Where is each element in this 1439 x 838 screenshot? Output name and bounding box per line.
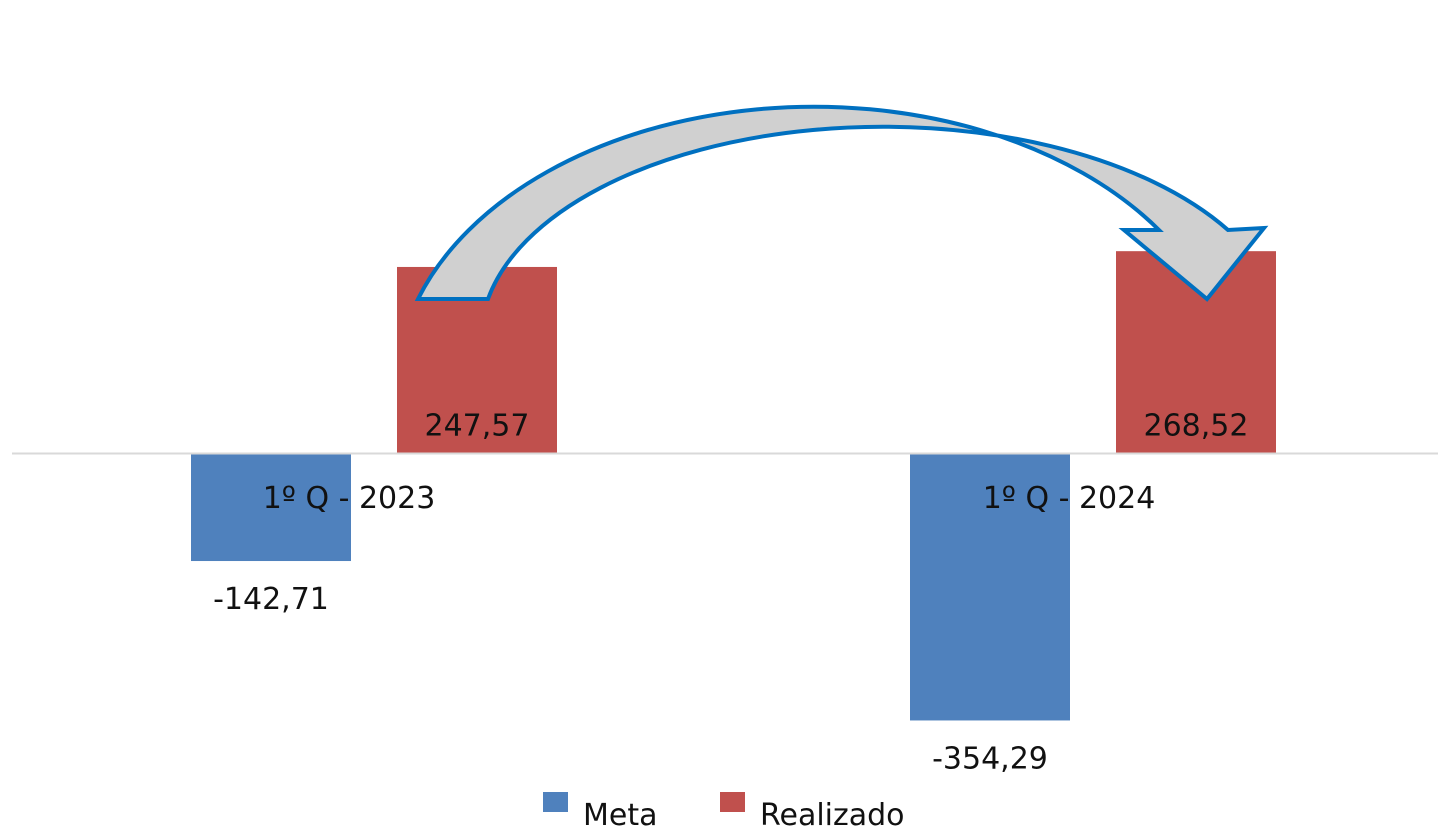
data-label-meta-1: -142,71 bbox=[213, 582, 329, 617]
labels-layer: -142,71 -354,29 247,57 268,52 1º Q - 2023 1º … bbox=[213, 409, 1248, 777]
data-label-realizado-1: 247,57 bbox=[425, 409, 530, 444]
legend-swatch-realizado bbox=[720, 792, 745, 812]
category-label-1: 1º Q - 2023 bbox=[263, 481, 436, 516]
bar-meta-2 bbox=[910, 453, 1070, 721]
legend-label-meta: Meta bbox=[583, 798, 658, 833]
legend-label-realizado: Realizado bbox=[760, 798, 905, 833]
legend-swatch-meta bbox=[543, 792, 568, 812]
bar-meta-1 bbox=[191, 453, 351, 562]
curved-arrow-annotation bbox=[414, 104, 1269, 302]
legend: Meta Realizado bbox=[543, 792, 905, 833]
category-label-2: 1º Q - 2024 bbox=[983, 481, 1156, 516]
curved-arrow-shape bbox=[414, 104, 1269, 302]
data-label-realizado-2: 268,52 bbox=[1144, 409, 1249, 444]
data-label-meta-2: -354,29 bbox=[932, 741, 1048, 776]
